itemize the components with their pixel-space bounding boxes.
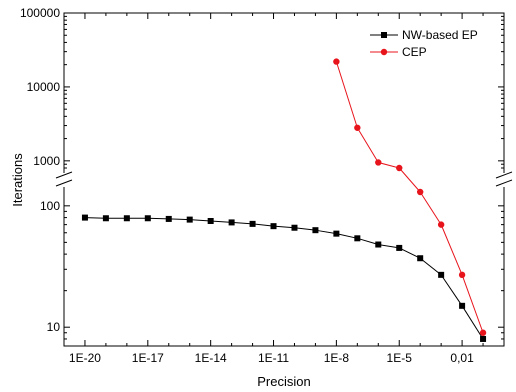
y-tick-label: 1000 xyxy=(33,154,60,168)
x-axis-title: Precision xyxy=(257,374,310,389)
data-point xyxy=(396,164,403,172)
x-tick-label: 1E-14 xyxy=(195,351,227,365)
data-point xyxy=(479,329,487,336)
y-axis-title: Iterations xyxy=(10,153,25,207)
data-point xyxy=(417,255,424,262)
plot-frame xyxy=(63,12,505,347)
legend-label: CEP xyxy=(402,45,427,59)
legend-label: NW-based EP xyxy=(402,28,478,42)
series-line-segment xyxy=(440,274,463,307)
x-tick-label: 1E-17 xyxy=(132,351,164,365)
data-point xyxy=(291,224,298,231)
axis-break-mark xyxy=(55,179,73,187)
y-tick-label: 100000 xyxy=(20,6,60,20)
x-tick-label: 1E-11 xyxy=(258,351,289,365)
series-line-segment xyxy=(378,161,400,169)
legend-marker xyxy=(381,32,387,38)
x-tick-label: 1E-20 xyxy=(69,351,101,365)
legend-marker xyxy=(380,48,388,56)
series-line-segment xyxy=(357,237,379,245)
data-point xyxy=(102,215,109,222)
series-line-segment xyxy=(252,223,274,227)
data-point xyxy=(81,214,88,221)
data-point xyxy=(416,188,424,196)
series-line-segment xyxy=(398,167,421,193)
data-point xyxy=(270,223,277,230)
series-line-segment xyxy=(336,233,358,239)
series-line-segment xyxy=(419,191,442,225)
series-line-segment xyxy=(335,61,358,128)
series-line-segment xyxy=(189,219,211,222)
data-point xyxy=(354,235,361,242)
data-point xyxy=(207,217,214,224)
series-line-segment xyxy=(147,217,169,220)
data-point xyxy=(437,221,445,228)
data-point xyxy=(375,159,382,166)
axis-break-mark xyxy=(495,179,513,187)
data-point xyxy=(438,271,445,278)
series-line-segment xyxy=(399,247,421,259)
axis-break-mark xyxy=(55,171,73,179)
axes: 1E-20 1E-17 1E-14 1E-11 1E-8 1E-5 0,01 10 100 100… xyxy=(20,6,513,365)
data-point xyxy=(228,219,235,226)
x-tick-label: 0,01 xyxy=(450,351,474,365)
series-line-segment xyxy=(273,225,295,229)
series-line-segment xyxy=(356,127,379,163)
series-line-segment xyxy=(231,221,253,225)
series-nw-based-ep xyxy=(81,214,487,342)
plot-area xyxy=(63,12,505,347)
data-point xyxy=(249,220,256,227)
series-line-segment xyxy=(461,274,484,333)
x-tick-label: 1E-8 xyxy=(324,351,350,365)
series-line-segment xyxy=(84,217,106,219)
series-line-segment xyxy=(378,244,400,249)
data-point xyxy=(375,241,382,248)
data-point xyxy=(333,58,340,65)
y-tick-label: 100 xyxy=(40,199,60,213)
y-tick-label: 10 xyxy=(47,320,61,334)
data-point xyxy=(354,124,361,131)
series-line-segment xyxy=(440,224,463,276)
data-point xyxy=(480,335,487,342)
series-line-segment xyxy=(294,227,316,231)
series-line-segment xyxy=(419,257,442,276)
data-point xyxy=(312,227,319,234)
data-point xyxy=(333,230,340,237)
series-line-segment xyxy=(210,220,232,223)
data-point xyxy=(123,215,130,222)
data-point xyxy=(459,302,466,309)
series-layer xyxy=(81,58,487,342)
data-point xyxy=(396,244,403,251)
axis-break-mark xyxy=(495,171,513,179)
series-line-segment xyxy=(315,229,337,235)
series-line-segment xyxy=(168,218,190,221)
data-point xyxy=(144,215,151,222)
data-point xyxy=(458,271,466,279)
data-point xyxy=(186,216,193,223)
y-tick-label: 10000 xyxy=(27,80,61,94)
x-tick-label: 1E-5 xyxy=(387,351,413,365)
legend: NW-based EP CEP xyxy=(370,28,478,59)
series-cep xyxy=(333,58,487,336)
data-point xyxy=(165,215,172,222)
series-line-segment xyxy=(461,305,484,340)
